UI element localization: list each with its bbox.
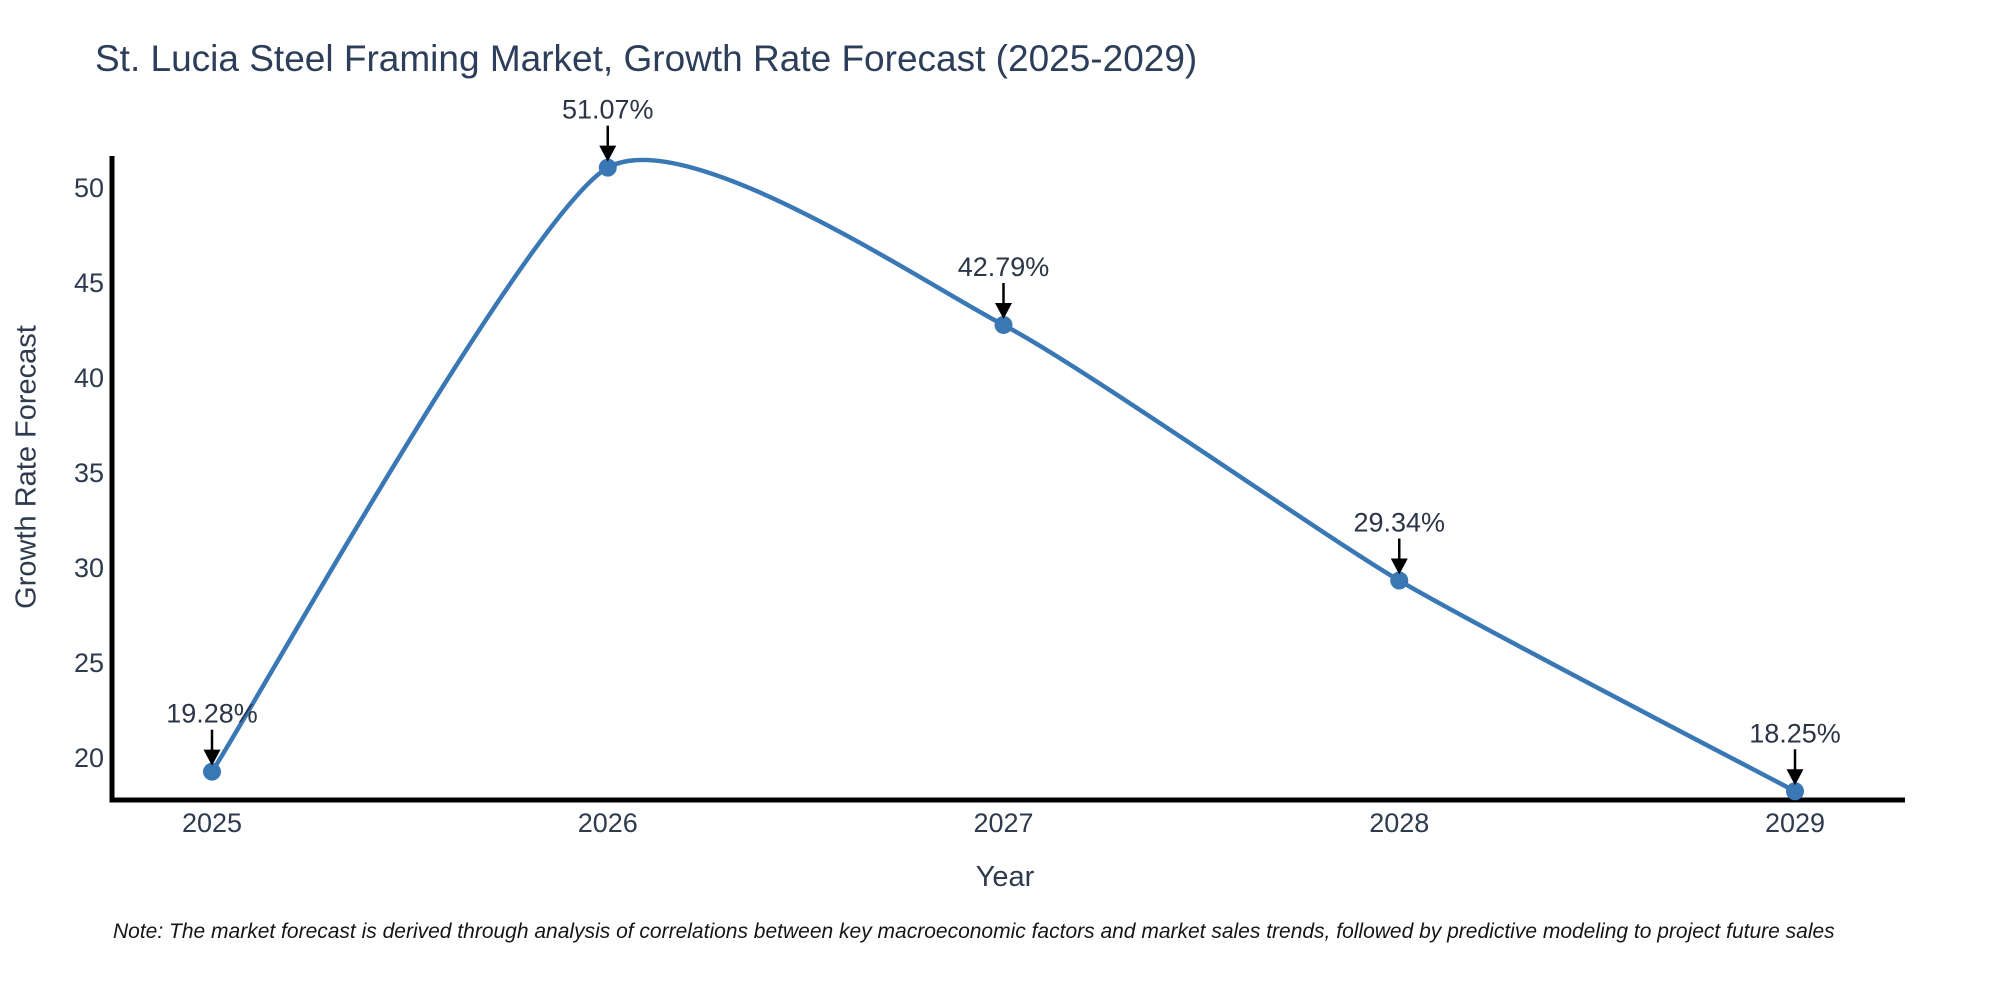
x-tick-label: 2029 — [1765, 808, 1825, 838]
x-tick-labels: 2025 2026 2027 2028 2029 — [182, 808, 1825, 838]
y-tick-label: 35 — [74, 458, 104, 488]
annotation-label: 19.28% — [166, 699, 258, 729]
data-point-marker — [598, 158, 617, 177]
data-point-marker — [203, 762, 221, 781]
data-point-marker — [1390, 571, 1409, 590]
annotation-label: 51.07% — [562, 95, 654, 125]
y-tick-label: 30 — [74, 553, 104, 583]
y-tick-labels: 20 25 30 35 40 45 50 — [74, 173, 104, 773]
annotation-arrowhead — [1390, 558, 1408, 575]
y-tick-label: 50 — [74, 173, 104, 203]
y-tick-label: 45 — [74, 268, 104, 298]
annotation-label: 42.79% — [958, 252, 1050, 282]
annotation-label: 29.34% — [1353, 508, 1445, 538]
footnote: Note: The market forecast is derived thr… — [113, 920, 1835, 943]
annotation-arrowhead — [599, 145, 617, 162]
x-tick-label: 2028 — [1369, 808, 1429, 838]
y-tick-label: 20 — [74, 743, 104, 773]
x-tick-label: 2025 — [182, 808, 242, 838]
y-tick-label: 25 — [74, 648, 104, 678]
data-point-markers — [203, 158, 1804, 801]
x-tick-label: 2027 — [973, 808, 1033, 838]
annotation-arrowhead — [1786, 769, 1804, 786]
data-point-marker — [994, 315, 1013, 334]
series-line — [209, 157, 1798, 794]
annotation-arrowhead — [995, 302, 1012, 319]
annotation-arrowhead — [203, 749, 221, 766]
chart-title: St. Lucia Steel Framing Market, Growth R… — [95, 38, 1198, 79]
annotations: 19.28% 51.07% 42.79% 29.34% 18.25% — [166, 95, 1841, 786]
x-axis-title: Year — [975, 861, 1035, 893]
data-point-marker — [1786, 782, 1804, 801]
x-tick-label: 2026 — [578, 808, 638, 838]
annotation-label: 18.25% — [1749, 718, 1841, 748]
y-tick-label: 40 — [74, 363, 104, 393]
